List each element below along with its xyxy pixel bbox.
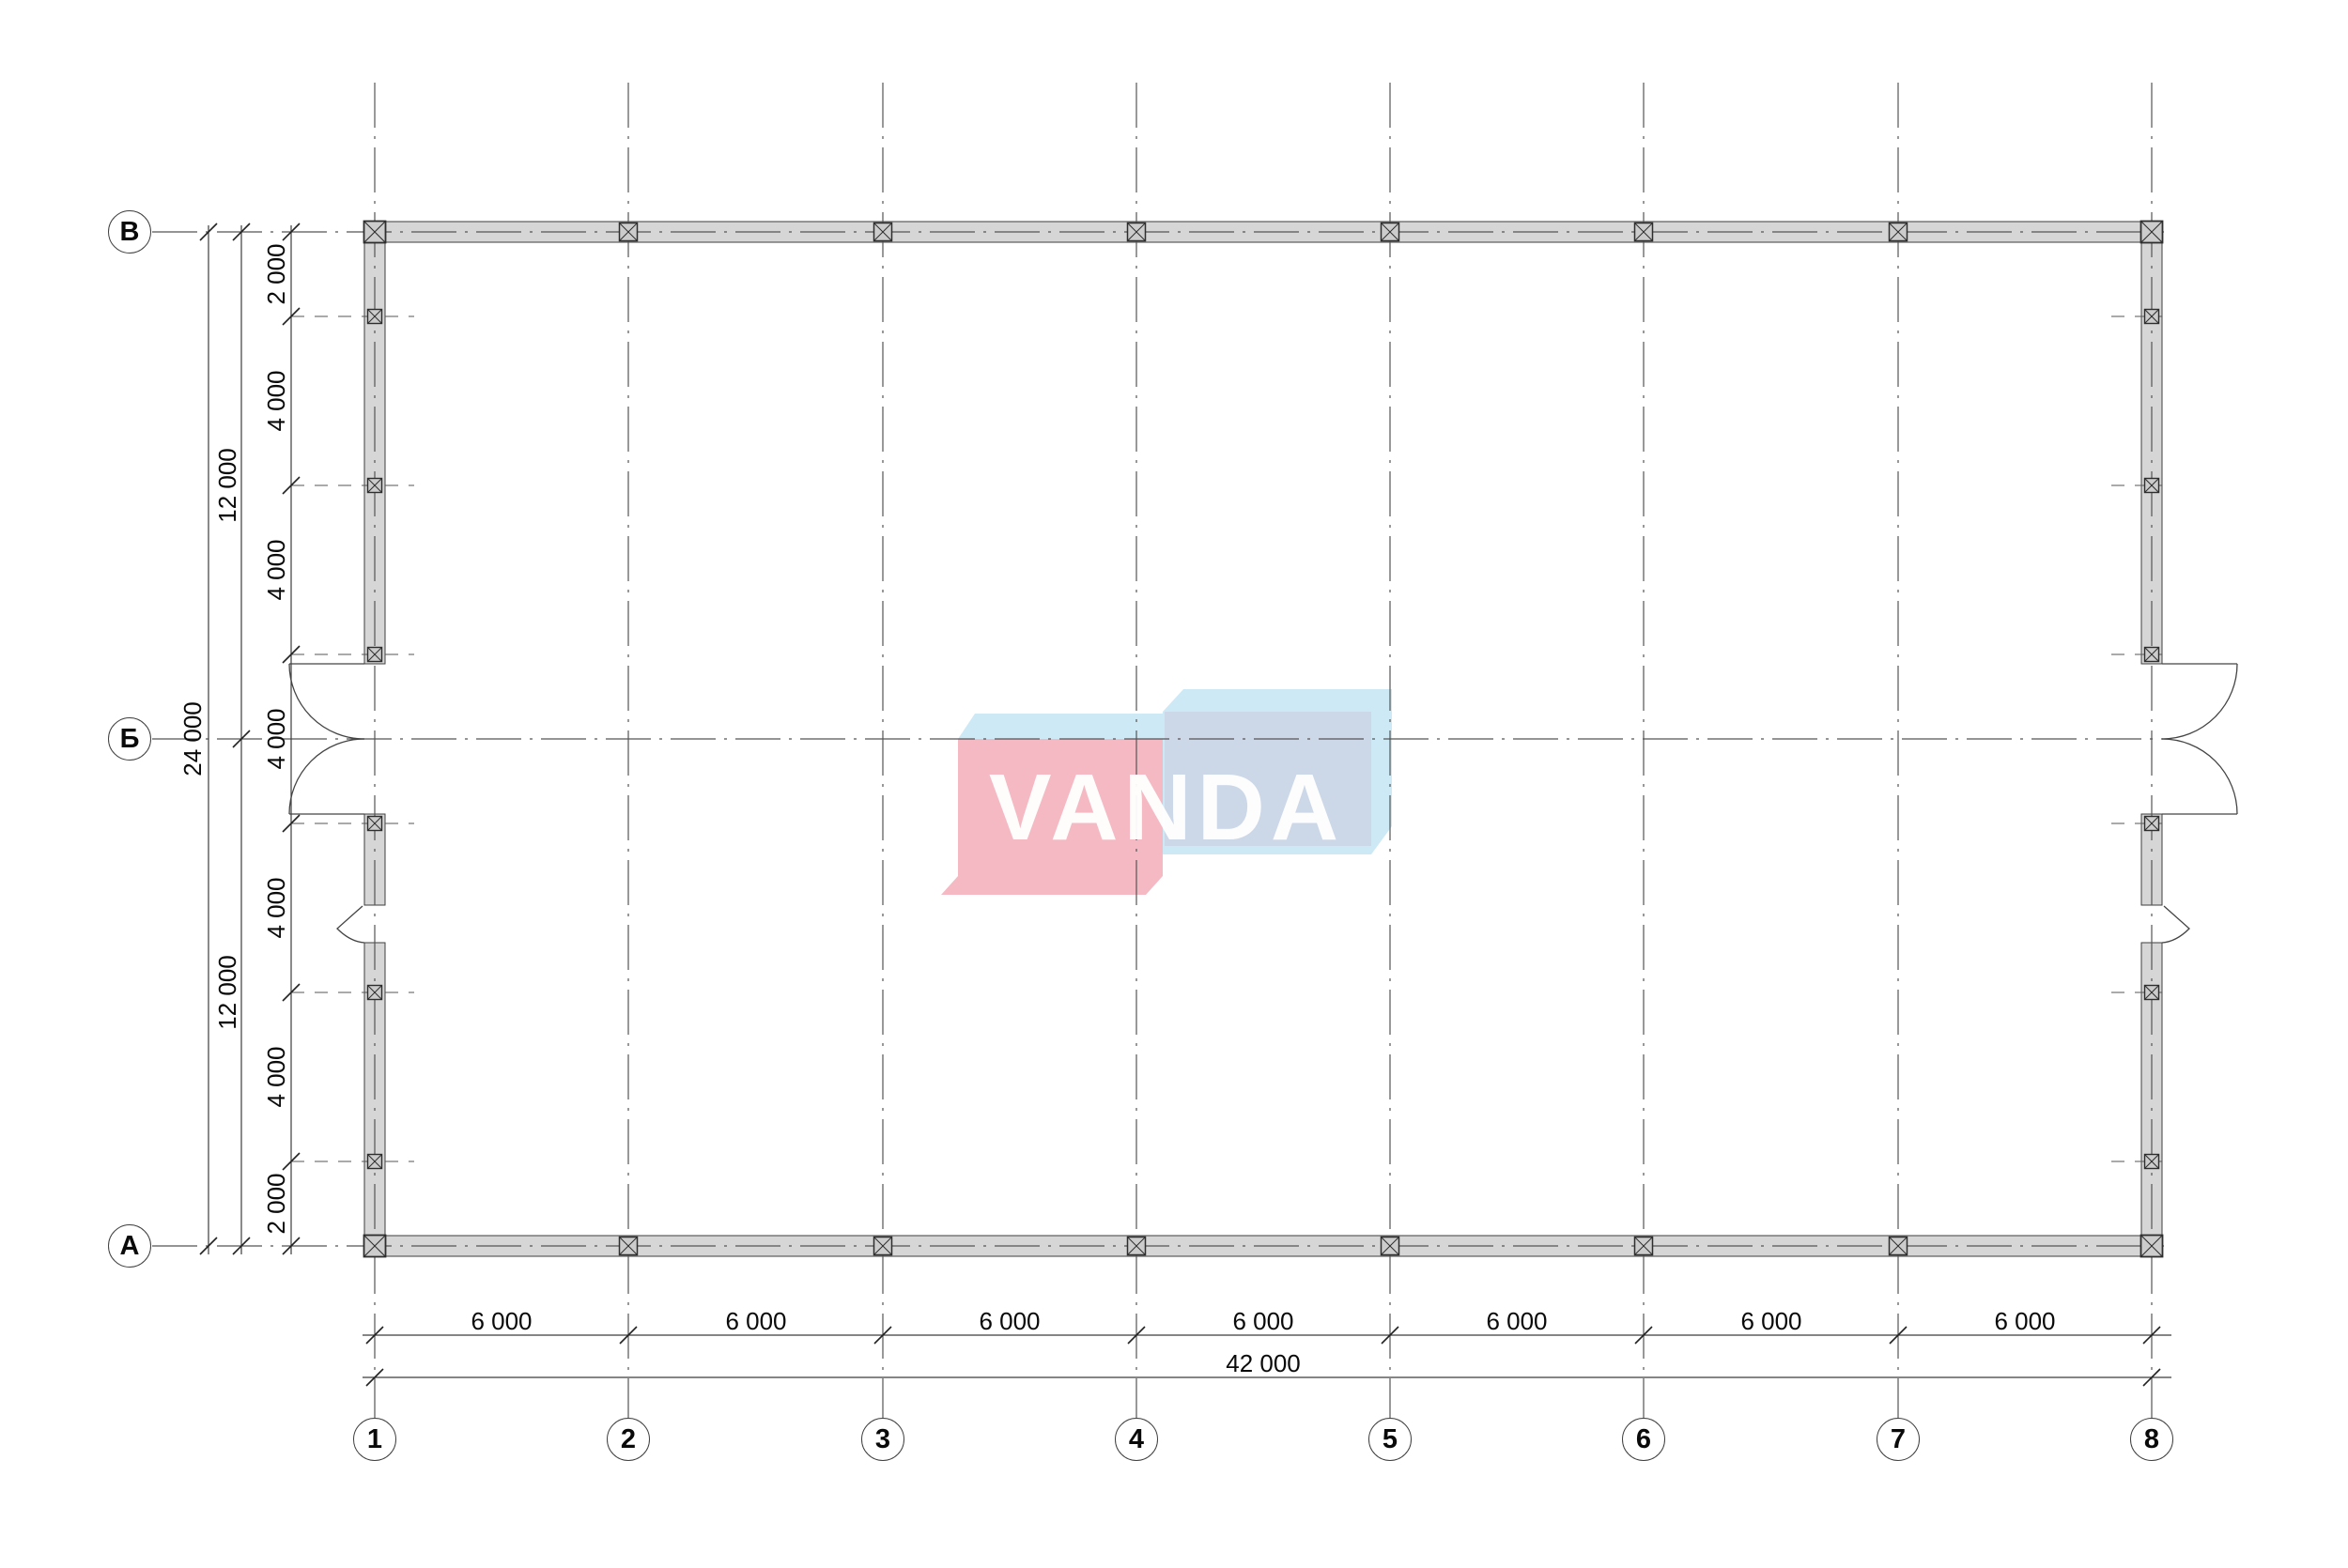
dim-label-left-chain: 4 000 <box>262 708 290 770</box>
axis-label: 3 <box>874 1423 891 1454</box>
door-symbols <box>288 663 2238 944</box>
column-marker <box>366 815 383 832</box>
axis-bubble-col-3: 3 <box>861 1418 904 1461</box>
vanda-watermark-logo <box>941 689 1392 895</box>
column-marker <box>873 222 893 242</box>
axis-bubble-col-4: 4 <box>1115 1418 1158 1461</box>
axis-bubble-row-v: В <box>108 210 151 254</box>
logo-left-box-top-face <box>958 714 1180 739</box>
vanda-watermark-text: VANDA <box>988 754 1345 860</box>
column-marker <box>1888 1236 1908 1256</box>
logo-left-box-bottom-face <box>941 876 1163 895</box>
dim-label-left-chain: 4 000 <box>262 1046 290 1108</box>
column-marker <box>2143 1153 2160 1170</box>
column-marker <box>366 477 383 494</box>
dim-label-bay: 6 000 <box>725 1307 787 1335</box>
column-marker <box>2139 1234 2164 1258</box>
dimension-ticks <box>199 223 2161 1387</box>
axis-bubble-col-5: 5 <box>1368 1418 1412 1461</box>
column-marker <box>1126 1236 1147 1256</box>
dim-label-bay: 6 000 <box>1994 1307 2056 1335</box>
column-marker <box>2143 984 2160 1001</box>
dim-label-left-half: 12 000 <box>213 448 241 523</box>
dim-label-bay: 6 000 <box>1486 1307 1548 1335</box>
axis-label: 2 <box>620 1423 637 1454</box>
axis-label: 4 <box>1128 1423 1145 1454</box>
column-marker <box>873 1236 893 1256</box>
column-marker <box>618 222 639 242</box>
axis-label: А <box>119 1230 140 1261</box>
column-marker <box>618 1236 639 1256</box>
column-marker <box>2143 646 2160 663</box>
column-marker <box>366 308 383 325</box>
dim-label-bottom-total: 42 000 <box>1226 1349 1301 1377</box>
column-marker <box>2143 477 2160 494</box>
column-marker <box>363 220 387 244</box>
dim-label-bay: 6 000 <box>471 1307 533 1335</box>
column-marker <box>1888 222 1908 242</box>
dim-label-left-chain: 4 000 <box>262 877 290 939</box>
column-marker <box>366 984 383 1001</box>
column-marker <box>363 1234 387 1258</box>
axis-bubble-row-b: Б <box>108 717 151 761</box>
dim-label-left-half: 12 000 <box>213 955 241 1030</box>
door-swing-arc <box>288 738 365 815</box>
logo-left-box-front-face <box>958 739 1163 876</box>
column-marker <box>1633 1236 1654 1256</box>
axis-label: 7 <box>1890 1423 1907 1454</box>
axis-label: 6 <box>1635 1423 1652 1454</box>
column-marker <box>1380 222 1400 242</box>
axis-bubble-col-6: 6 <box>1622 1418 1665 1461</box>
column-marker <box>366 1153 383 1170</box>
column-marker <box>1126 222 1147 242</box>
axis-bubble-row-a: А <box>108 1224 151 1268</box>
column-marker <box>2143 308 2160 325</box>
dim-label-left-chain: 2 000 <box>262 1173 290 1235</box>
dim-label-left-total: 24 000 <box>178 701 207 776</box>
dim-label-left-chain: 4 000 <box>262 370 290 432</box>
axis-label: Б <box>119 723 140 754</box>
door-right-double <box>2161 663 2238 815</box>
door-left-double <box>288 663 365 815</box>
logo-right-box-front-face <box>1165 712 1371 846</box>
dim-label-bay: 6 000 <box>1232 1307 1294 1335</box>
door-swing-arc <box>2161 663 2238 740</box>
axis-bubble-col-7: 7 <box>1877 1418 1920 1461</box>
axis-label: 5 <box>1382 1423 1398 1454</box>
column-marker <box>1380 1236 1400 1256</box>
door-swing-arc <box>288 663 365 740</box>
dim-label-left-chain: 4 000 <box>262 539 290 601</box>
axis-label: 8 <box>2143 1423 2160 1454</box>
dim-label-bay: 6 000 <box>1740 1307 1802 1335</box>
row-extension-dashes <box>291 315 2162 1162</box>
column-marker <box>2143 815 2160 832</box>
grid-axis-lines <box>152 83 2164 1419</box>
axis-bubble-col-2: 2 <box>607 1418 650 1461</box>
dim-label-bay: 6 000 <box>979 1307 1041 1335</box>
axis-label: В <box>119 216 140 247</box>
axis-bubble-col-1: 1 <box>353 1418 396 1461</box>
dim-label-left-chain: 2 000 <box>262 243 290 305</box>
axis-label: 1 <box>366 1423 383 1454</box>
door-right-single <box>2161 905 2190 944</box>
door-left-single <box>336 905 365 944</box>
column-marker <box>366 646 383 663</box>
column-marker <box>1633 222 1654 242</box>
column-marker <box>2139 220 2164 244</box>
door-swing-arc <box>2161 738 2238 815</box>
axis-bubble-col-8: 8 <box>2130 1418 2173 1461</box>
